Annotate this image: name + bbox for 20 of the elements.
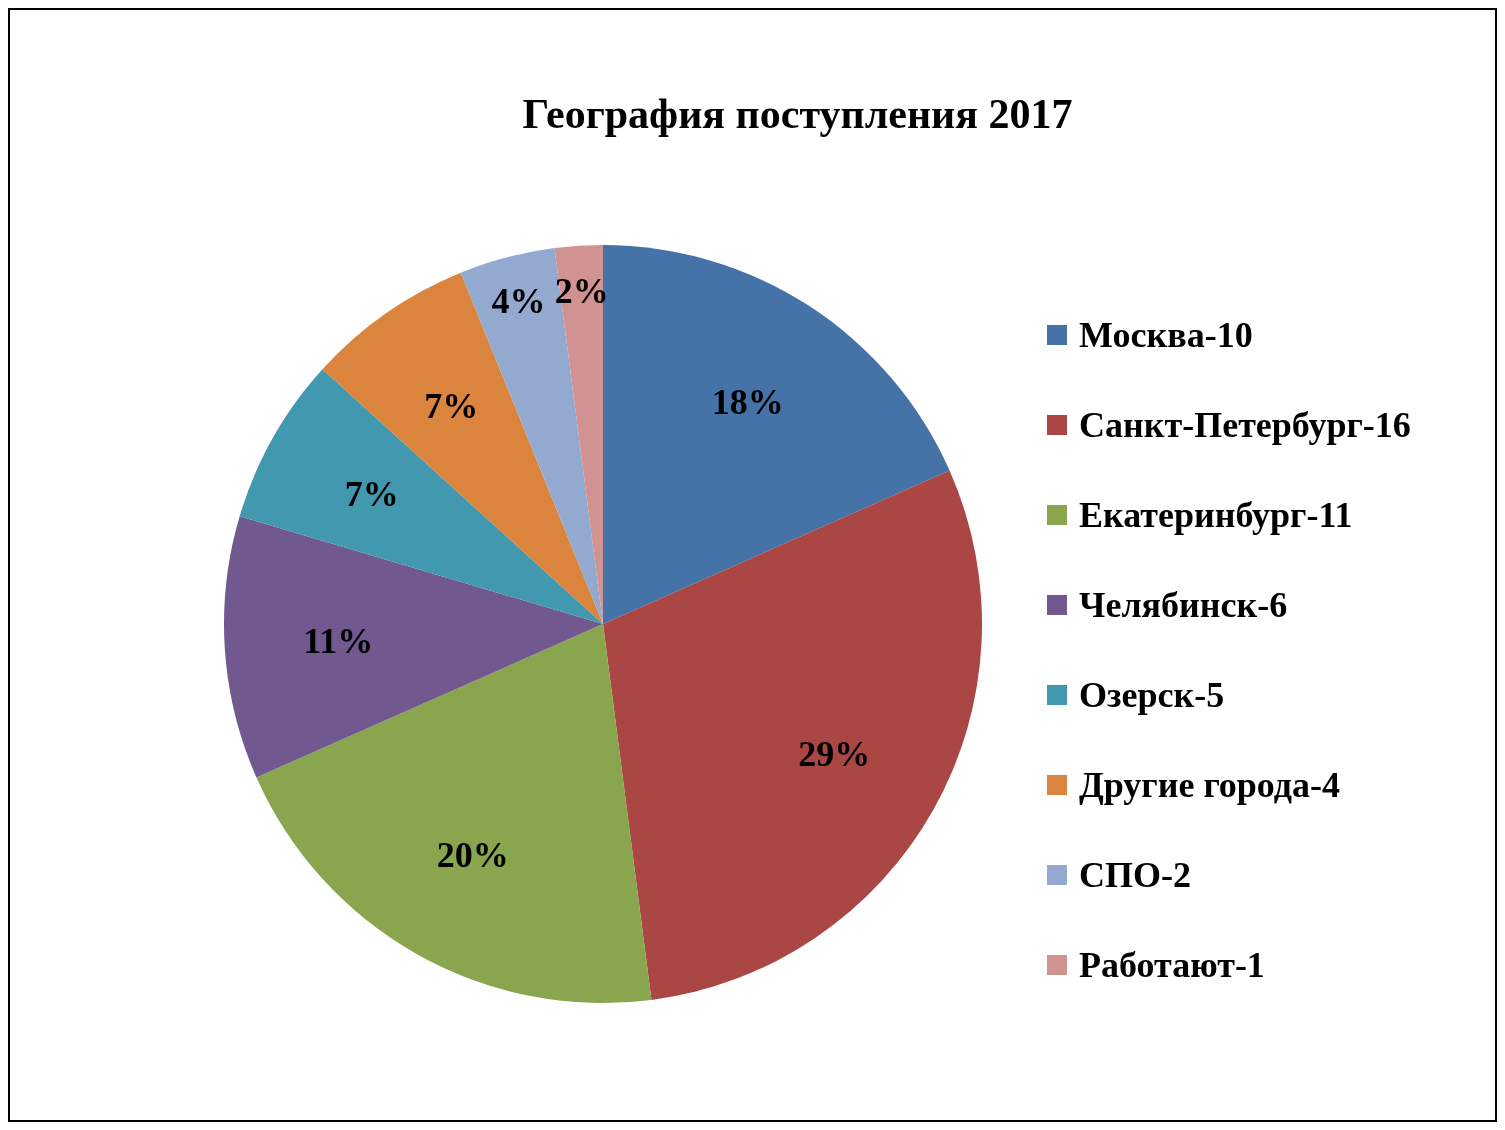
chart-title: География поступления 2017 bbox=[521, 90, 1074, 138]
legend-label: СПО-2 bbox=[1079, 854, 1191, 896]
legend-label: Москва-10 bbox=[1079, 314, 1253, 356]
data-label: 18% bbox=[711, 381, 784, 422]
legend-label: Екатеринбург-11 bbox=[1079, 494, 1353, 536]
legend-label: Работают-1 bbox=[1079, 944, 1265, 986]
legend-label: Челябинск-6 bbox=[1079, 584, 1288, 626]
data-label: 7% bbox=[344, 473, 399, 514]
pie-slice bbox=[256, 624, 652, 1003]
legend-label: Другие города-4 bbox=[1079, 764, 1341, 806]
data-label: 11% bbox=[303, 621, 374, 661]
legend-label: Озерск-5 bbox=[1079, 674, 1225, 716]
pie-slice bbox=[224, 516, 603, 778]
data-label: 29% bbox=[798, 734, 871, 775]
pie-slice bbox=[239, 369, 603, 624]
pie-slice bbox=[603, 470, 982, 1000]
legend-label: Санкт-Петербург-16 bbox=[1079, 404, 1411, 446]
data-label: 7% bbox=[424, 386, 479, 427]
data-label: 4% bbox=[491, 281, 546, 322]
data-label: 20% bbox=[436, 835, 509, 876]
